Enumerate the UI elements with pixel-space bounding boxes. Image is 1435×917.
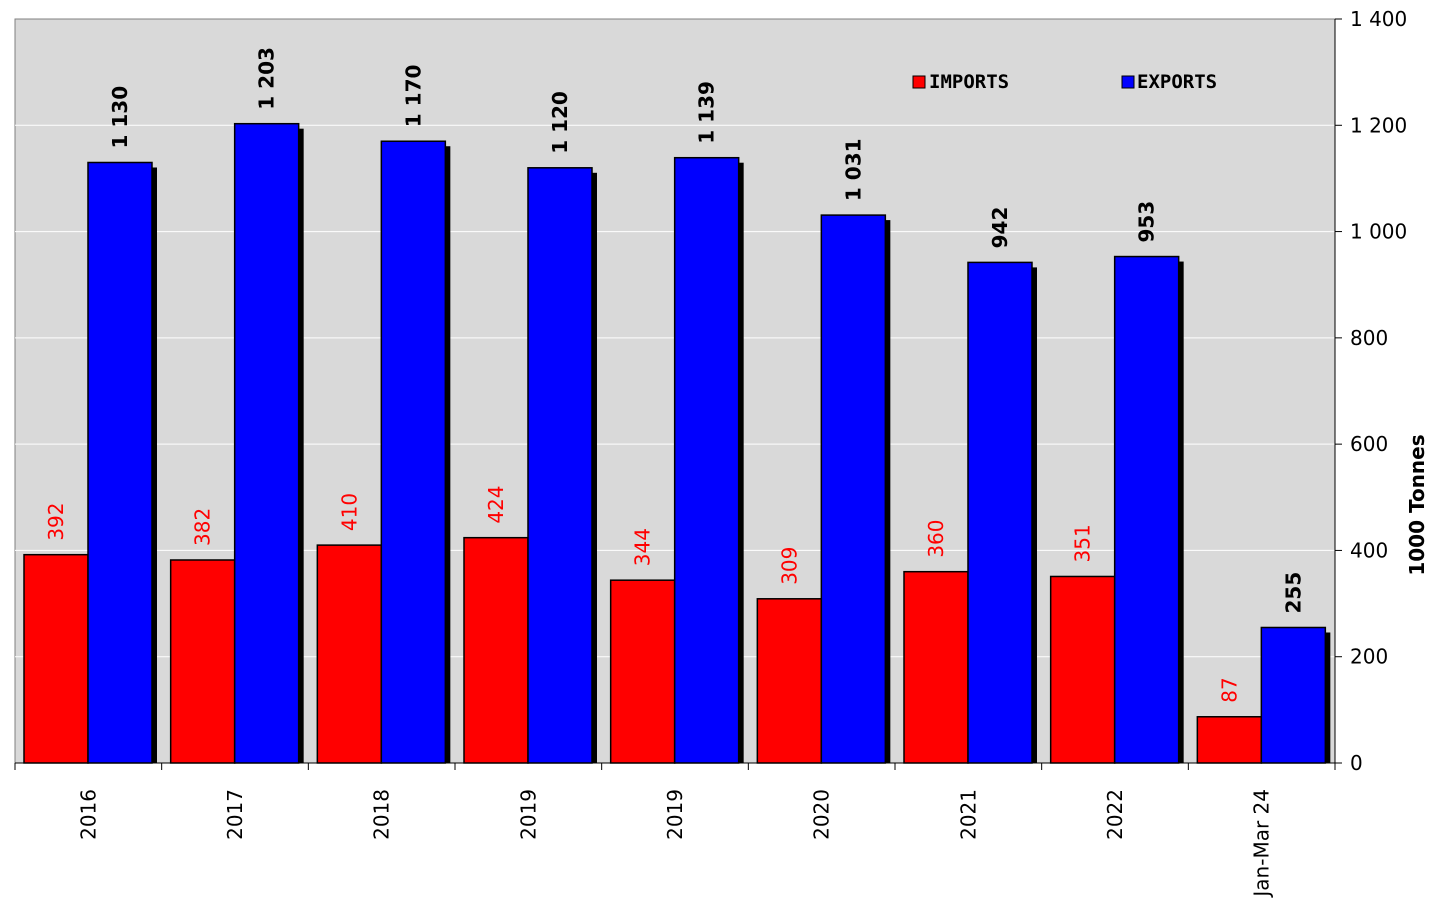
bar-exports: [1113, 255, 1180, 764]
x-tick-label: 2019: [516, 789, 540, 840]
data-label-imports: 382: [191, 508, 215, 546]
x-tick-label: Jan-Mar 24: [1250, 789, 1274, 899]
bar-imports: [1196, 716, 1263, 764]
bar-exports: [380, 140, 447, 764]
bar-exports: [820, 214, 887, 764]
data-label-imports: 309: [777, 547, 801, 585]
bar-exports: [673, 156, 740, 764]
legend-swatch-imports: [912, 75, 926, 89]
y-tick-label: 1 000: [1350, 220, 1407, 244]
axes: 0 200 400 600 800 1 000 1 200 1 400 2016 2017 2018…: [14, 7, 1407, 899]
data-label-imports: 360: [924, 519, 948, 557]
data-label-exports: 1 203: [255, 47, 279, 110]
bar-imports: [23, 553, 89, 764]
data-label-exports: 1 120: [548, 91, 572, 154]
bar-exports: [87, 161, 153, 764]
data-label-exports: 1 130: [108, 86, 132, 149]
data-label-exports: 1 031: [841, 138, 865, 201]
data-label-exports: 1 170: [401, 65, 425, 128]
y-tick-label: 1 400: [1350, 7, 1407, 31]
x-tick-label: 2022: [1103, 789, 1127, 840]
x-tick-label: 2019: [663, 789, 687, 840]
bar-exports: [233, 122, 300, 764]
bar-imports: [463, 536, 529, 764]
bar-imports: [756, 598, 823, 764]
y-tick-label: 800: [1350, 326, 1388, 350]
bar-imports: [169, 559, 236, 764]
data-label-imports: 392: [44, 502, 68, 540]
data-label-imports: 87: [1217, 677, 1241, 702]
bar-exports: [1260, 626, 1327, 764]
data-label-exports: 942: [988, 207, 1012, 249]
y-tick-label: 600: [1350, 432, 1388, 456]
bar-imports: [609, 579, 676, 764]
bar-imports: [316, 544, 383, 764]
data-label-exports: 255: [1281, 572, 1305, 614]
data-label-imports: 351: [1071, 524, 1095, 562]
data-label-exports: 1 139: [695, 81, 719, 144]
y-tick-label: 200: [1350, 645, 1388, 669]
bar-exports: [967, 261, 1033, 764]
x-tick-label: 2020: [810, 789, 834, 840]
bar-imports: [903, 570, 969, 764]
data-labels: 392 1 130 382 1 203 410 1 170 424 1 120 344 1 139…: [44, 47, 1305, 703]
bar-imports: [1049, 575, 1116, 764]
legend-swatch-exports: [1121, 75, 1135, 89]
data-label-imports: 424: [484, 485, 508, 523]
legend-label-imports: IMPORTS: [929, 71, 1009, 93]
legend-label-exports: EXPORTS: [1137, 71, 1217, 93]
bar-exports: [527, 167, 593, 764]
y-tick-label: 1 200: [1350, 113, 1407, 137]
x-tick-label: 2018: [370, 789, 394, 840]
x-tick-label: 2021: [956, 789, 980, 840]
y-axis-title: 1000 Tonnes: [1405, 434, 1429, 575]
data-label-imports: 344: [631, 528, 655, 566]
y-tick-label: 400: [1350, 538, 1388, 562]
x-tick-label: 2017: [223, 789, 247, 840]
data-label-imports: 410: [337, 493, 361, 531]
bars: [23, 122, 1331, 764]
data-label-exports: 953: [1135, 201, 1159, 243]
y-tick-label: 0: [1350, 751, 1363, 775]
legend: IMPORTS EXPORTS: [912, 71, 1217, 93]
x-tick-label: 2016: [76, 789, 100, 840]
